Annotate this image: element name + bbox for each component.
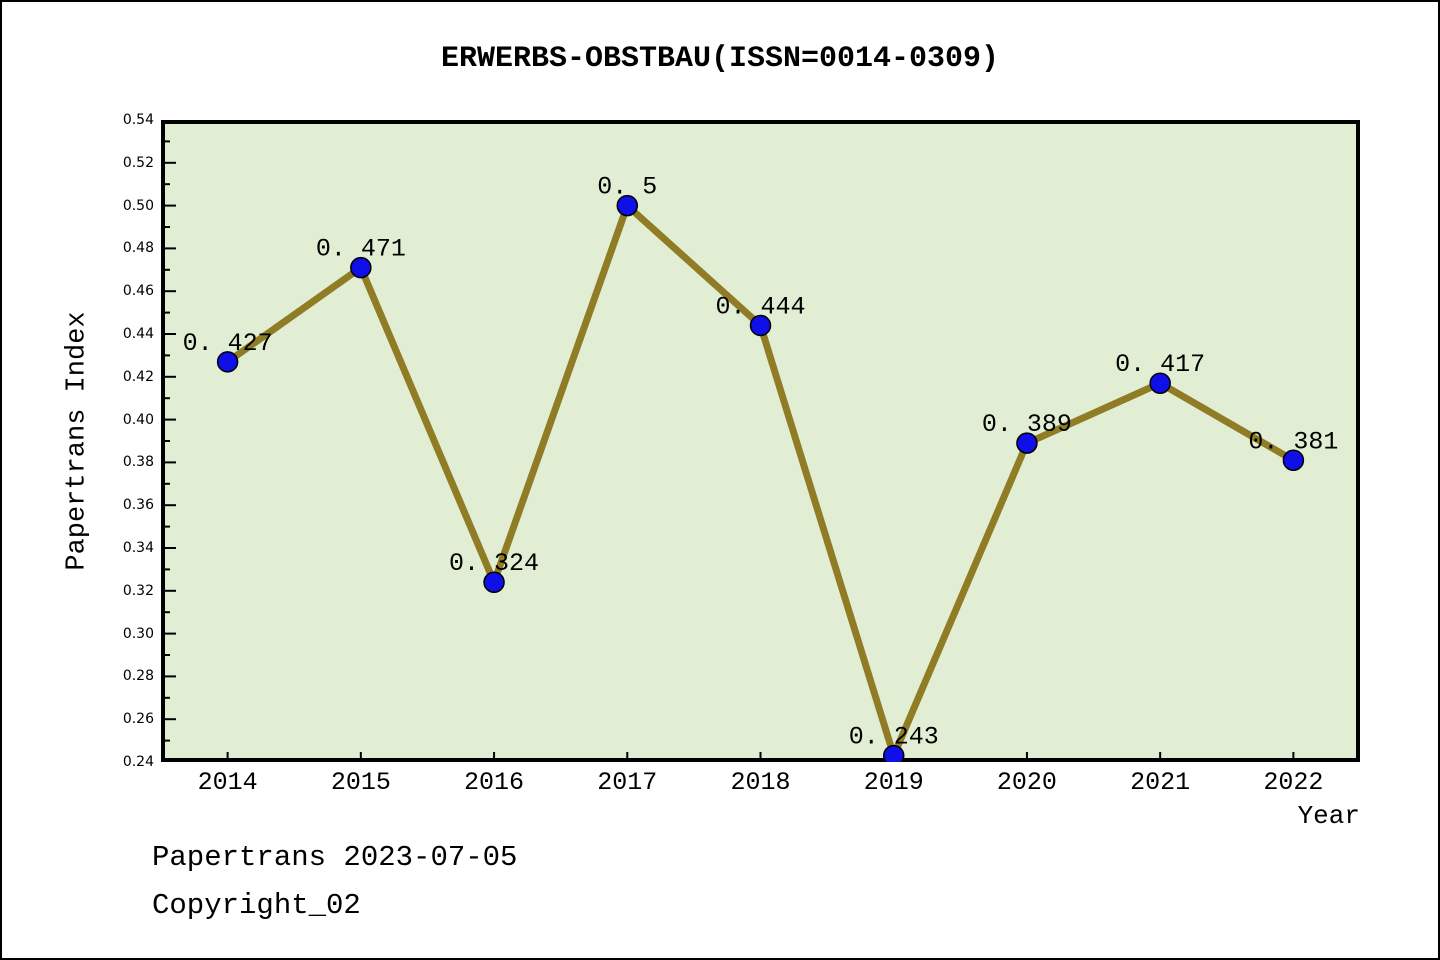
data-point-label: 0. 243	[849, 723, 939, 752]
x-tick-label: 2014	[197, 768, 258, 797]
footer-copyright: Copyright_02	[152, 889, 361, 922]
x-tick-label: 2022	[1263, 768, 1324, 797]
data-point-marker	[616, 194, 639, 217]
y-tick-label: 0.38	[122, 454, 154, 471]
data-point-label: 0. 427	[183, 329, 273, 358]
x-tick-label: 2018	[730, 768, 791, 797]
data-point-label: 0. 417	[1115, 350, 1205, 379]
data-point-marker	[749, 314, 772, 337]
data-point-label: 0. 5	[597, 173, 657, 202]
y-tick-label: 0.42	[122, 368, 154, 385]
data-point-label: 0. 381	[1248, 427, 1338, 456]
data-point-marker	[483, 571, 505, 593]
y-tick-label: 0.54	[122, 112, 154, 128]
data-point-marker	[216, 351, 239, 373]
y-tick-label: 0.26	[122, 711, 154, 728]
data-point-marker	[1149, 372, 1171, 394]
y-tick-label: 0.30	[122, 625, 154, 642]
chart-title: ERWERBS-OBSTBAU(ISSN=0014-0309)	[440, 42, 1000, 76]
data-point-marker	[882, 744, 905, 762]
x-tick-label: 2021	[1130, 768, 1191, 797]
y-tick-label: 0.40	[122, 411, 154, 428]
y-tick-label: 0.36	[122, 497, 154, 514]
y-tick-label: 0.44	[122, 326, 154, 342]
y-tick-label: 0.24	[122, 754, 154, 770]
data-point-label: 0. 444	[715, 292, 805, 321]
plot-background	[161, 120, 1360, 762]
x-tick-label: 2016	[464, 768, 525, 797]
x-axis-label: Year	[1297, 801, 1360, 831]
y-tick-label: 0.50	[122, 197, 154, 214]
y-tick-label: 0.48	[122, 240, 154, 257]
x-tick-label: 2017	[597, 768, 658, 797]
data-point-label: 0. 324	[449, 549, 539, 578]
y-tick-label: 0.52	[122, 154, 154, 171]
y-tick-label: 0.32	[122, 582, 154, 599]
y-axis-label: Papertrans Index	[63, 311, 93, 571]
data-point-marker	[350, 256, 372, 279]
x-tick-label: 2015	[330, 768, 391, 797]
footer-source-date: Papertrans 2023-07-05	[152, 841, 518, 874]
data-point-marker	[1282, 449, 1305, 472]
x-tick-label: 2019	[863, 768, 924, 797]
axes-frame	[161, 120, 1360, 762]
x-tick-label: 2020	[996, 768, 1057, 797]
plot-canvas: 0. 427 0. 471 0. 324 0. 5 0. 444 0. 243 0. 389…	[161, 120, 1360, 762]
data-point-label: 0. 389	[982, 410, 1072, 439]
y-tick-label: 0.34	[122, 540, 154, 556]
y-tick-label: 0.28	[122, 668, 154, 685]
data-point-marker	[1016, 432, 1038, 454]
y-tick-label: 0.46	[122, 283, 154, 300]
data-point-label: 0. 471	[316, 235, 406, 264]
plot-area: 0. 427 0. 471 0. 324 0. 5 0. 444 0. 243 0. 389…	[161, 120, 1360, 762]
y-axis-label-container: Papertrans Index	[50, 120, 106, 762]
